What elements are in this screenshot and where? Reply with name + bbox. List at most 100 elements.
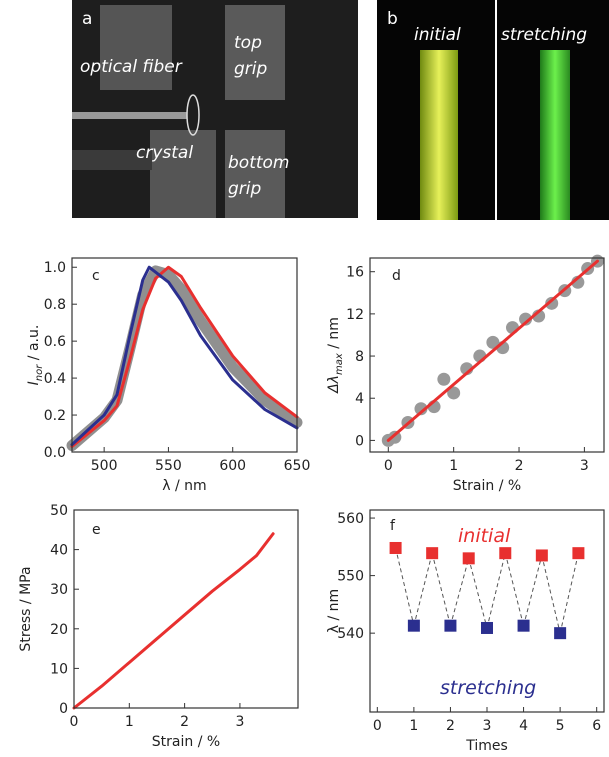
grip-block (225, 5, 285, 100)
crystal-ring (186, 94, 200, 136)
point (535, 549, 548, 562)
line (386, 259, 599, 442)
crystal-strip (540, 50, 570, 220)
y-label-rest: / a.u. (26, 325, 42, 365)
y-axis-label: Δλmax / nm (326, 317, 345, 394)
line (72, 532, 275, 710)
plot-frame (71, 257, 298, 453)
chart-panel: 0 1 2 3 4 5 6 540 550 560 Times λ / nm f initial stret… (326, 509, 605, 754)
panel-letter: d (392, 268, 401, 284)
y-axis-label: Inor / a.u. (26, 325, 45, 386)
point (437, 372, 451, 386)
connector (413, 553, 433, 626)
panel-letter: c (92, 268, 100, 284)
x-tick-label: 2 (180, 714, 189, 730)
y-tick-label: 540 (337, 626, 364, 642)
x-tick-label: 6 (592, 718, 601, 734)
y-tick-label: 0.0 (44, 445, 66, 461)
panel-letter: f (390, 518, 396, 534)
point (486, 335, 500, 349)
grip-block (100, 5, 172, 90)
y-tick-label: 4 (355, 391, 364, 407)
x-tick-label: 3 (483, 718, 492, 734)
point (462, 552, 475, 565)
x-tick-label: 1 (125, 714, 134, 730)
connector (449, 558, 470, 626)
x-tick-label: 650 (284, 458, 311, 474)
point (444, 619, 457, 632)
y-label-main: Δλ (326, 375, 342, 394)
x-tick-label: 1 (409, 718, 418, 734)
y-label-main: I (26, 381, 42, 385)
x-tick-label: 3 (235, 714, 244, 730)
connector (504, 553, 525, 626)
x-tick-label: 3 (580, 458, 589, 474)
connector (523, 555, 543, 626)
panel-letter: b (387, 9, 398, 29)
point (519, 312, 533, 326)
y-tick-label: 12 (346, 307, 364, 323)
y-tick-label: 16 (346, 265, 364, 281)
y-tick-label: 0.8 (44, 297, 66, 313)
x-tick-label: 2 (446, 718, 455, 734)
connector (395, 547, 415, 626)
point (389, 541, 402, 554)
x-axis-label: Strain / % (152, 734, 220, 750)
y-tick-label: 0.6 (44, 334, 66, 350)
grip-block (150, 130, 216, 218)
y-tick-label: 30 (50, 582, 68, 598)
grip-block (225, 130, 285, 218)
y-tick-label: 550 (337, 569, 364, 585)
y-tick-label: 8 (355, 349, 364, 365)
connector (486, 553, 506, 629)
photo-label: stretching (501, 25, 587, 45)
y-tick-label: 1.0 (44, 260, 66, 276)
y-axis-label: Stress / MPa (18, 566, 34, 651)
x-tick-label: 0 (373, 718, 382, 734)
annotation: initial (458, 525, 511, 547)
photo-label: optical fiber (80, 57, 183, 77)
connector (431, 553, 451, 626)
photo-a: a optical fiber top grip crystal bottom … (72, 0, 358, 218)
annotation: stretching (440, 677, 536, 699)
point (572, 547, 585, 560)
line (70, 265, 299, 448)
x-axis-label: Times (465, 738, 508, 754)
line (70, 265, 299, 447)
point (481, 621, 493, 634)
connector (541, 555, 561, 634)
point (517, 619, 530, 632)
y-tick-label: 50 (50, 503, 68, 519)
photo-label: top (234, 33, 262, 53)
x-tick-label: 0 (384, 458, 393, 474)
plot-frame (73, 509, 299, 709)
chart-panel: 500 550 600 650 0.0 0.2 0.4 0.6 0.8 1.0 λ / nm Inor… (26, 257, 311, 494)
y-tick-label: 0 (59, 701, 68, 717)
photo-b: b initial stretching (377, 0, 609, 220)
panel-letter: a (82, 9, 92, 29)
panel-letter: e (92, 522, 101, 538)
x-tick-label: 500 (91, 458, 118, 474)
y-tick-label: 20 (50, 622, 68, 638)
photo-label: grip (234, 59, 268, 79)
y-label-rest: / nm (326, 317, 342, 353)
x-tick-label: 550 (155, 458, 182, 474)
photo-label: initial (414, 25, 461, 45)
x-tick-label: 600 (219, 458, 246, 474)
point (447, 386, 461, 400)
connector (468, 558, 488, 629)
y-tick-label: 10 (50, 661, 68, 677)
x-tick-label: 0 (70, 714, 79, 730)
x-axis-label: Strain / % (453, 478, 521, 494)
x-tick-label: 5 (556, 718, 565, 734)
y-axis-label: λ / nm (326, 589, 342, 633)
y-label-sub: nor (34, 364, 45, 381)
crystal-strip (420, 50, 458, 220)
point (407, 619, 420, 632)
point (499, 547, 512, 560)
point (545, 296, 559, 310)
x-tick-label: 4 (519, 718, 528, 734)
